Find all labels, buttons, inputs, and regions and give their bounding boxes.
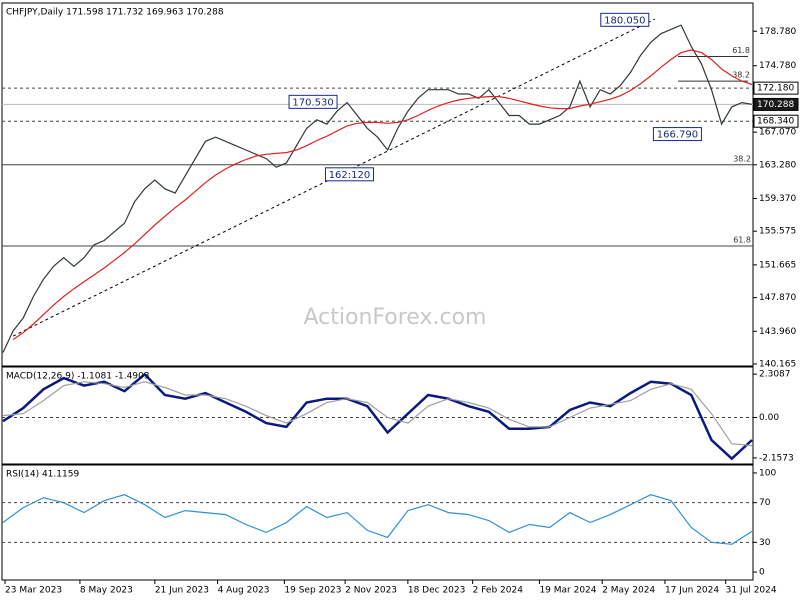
fib-mark-label: 38.2 bbox=[732, 71, 750, 80]
y-tick-label: 30 bbox=[759, 538, 771, 548]
price-tag bbox=[753, 114, 799, 128]
x-tick-label: 18 Dec 2023 bbox=[408, 586, 466, 596]
y-tick-label: 100 bbox=[759, 468, 776, 478]
annotation-box bbox=[600, 12, 650, 27]
y-tick-label: 0.00 bbox=[759, 413, 779, 423]
y-tick-label: 143.960 bbox=[759, 327, 796, 337]
price-tag-label: 168.340 bbox=[757, 117, 794, 127]
x-tick-label: 4 Aug 2023 bbox=[218, 586, 270, 596]
x-tick-label: 31 Jul 2024 bbox=[726, 586, 777, 596]
series-line bbox=[12, 49, 753, 340]
fib-label: 38.2 bbox=[733, 154, 751, 163]
y-tick-label: 147.870 bbox=[759, 293, 796, 303]
series-line bbox=[2, 372, 753, 461]
price-tag bbox=[753, 97, 799, 111]
panel-title: RSI(14) 41.1159 bbox=[6, 470, 79, 480]
annotation-box bbox=[652, 127, 702, 142]
y-tick-label: 151.665 bbox=[759, 260, 796, 270]
x-tick-label: 21 Jun 2023 bbox=[155, 586, 209, 596]
x-tick-label: 17 Jun 2024 bbox=[665, 586, 719, 596]
annotation-box bbox=[324, 167, 374, 182]
series-line bbox=[2, 381, 753, 447]
y-tick-label: 70 bbox=[759, 498, 771, 508]
series-line bbox=[2, 24, 753, 353]
y-tick-label: 167.070 bbox=[759, 128, 796, 138]
panel-frame bbox=[1, 2, 754, 367]
x-tick-label: 8 May 2023 bbox=[80, 586, 133, 596]
y-tick-label: 0 bbox=[759, 568, 765, 578]
panel-frame bbox=[1, 366, 754, 465]
x-tick-label: 19 Sep 2023 bbox=[284, 586, 341, 596]
x-tick-label: 2 Nov 2023 bbox=[345, 586, 397, 596]
x-tick-label: 2 Feb 2024 bbox=[473, 586, 524, 596]
y-tick-label: 155.575 bbox=[759, 227, 796, 237]
y-tick-label: 163.280 bbox=[759, 160, 796, 170]
fib-label: 61.8 bbox=[733, 235, 751, 244]
y-tick-label: -2.1573 bbox=[759, 453, 794, 463]
panel-title: CHFJPY,Daily 171.598 171.732 169.963 170… bbox=[6, 8, 224, 18]
price-tag-label: 172.180 bbox=[757, 84, 794, 94]
panel-title: MACD(12,26,9) -1.1081 -1.4903 bbox=[6, 372, 150, 382]
x-tick-label: 23 Mar 2023 bbox=[5, 586, 62, 596]
x-tick-label: 19 Mar 2024 bbox=[539, 586, 596, 596]
price-tag-label: 170.288 bbox=[757, 100, 794, 110]
series-line bbox=[2, 494, 753, 545]
trend-line bbox=[12, 18, 656, 337]
x-tick-label: 2 May 2024 bbox=[602, 586, 655, 596]
annotation-label: 180.050 bbox=[604, 15, 645, 26]
panel-frame bbox=[1, 464, 754, 581]
price-tag bbox=[753, 81, 799, 95]
annotation-box bbox=[288, 94, 338, 109]
y-tick-label: 174.780 bbox=[759, 61, 796, 71]
fib-mark-label: 61.8 bbox=[732, 46, 750, 55]
y-tick-label: 140.165 bbox=[759, 359, 796, 369]
y-tick-label: 2.3087 bbox=[759, 370, 791, 380]
annotation-label: 166.790 bbox=[657, 130, 698, 141]
y-tick-label: 159.370 bbox=[759, 194, 796, 204]
watermark: ActionForex.com bbox=[304, 305, 487, 330]
annotation-label: 162:120 bbox=[329, 170, 371, 181]
annotation-label: 170.530 bbox=[292, 97, 333, 108]
y-tick-label: 178.780 bbox=[759, 27, 796, 37]
